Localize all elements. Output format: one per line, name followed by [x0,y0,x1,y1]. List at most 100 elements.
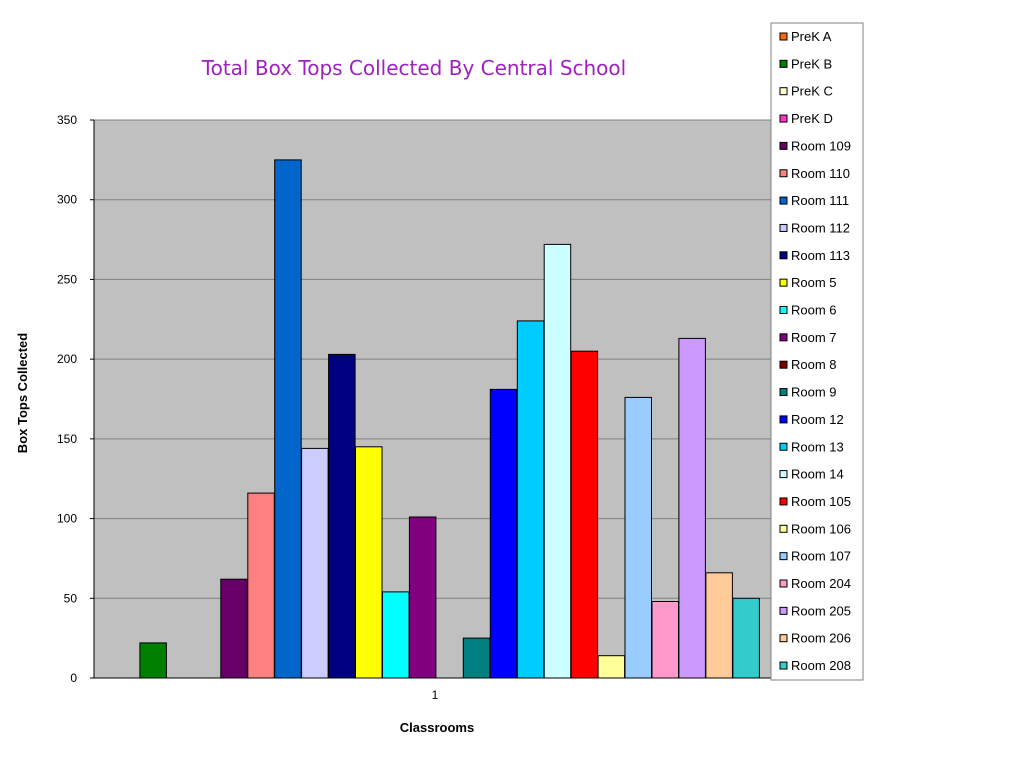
bar-room-205 [678,337,706,679]
legend-swatch [779,497,788,506]
legend-swatch [779,470,788,479]
legend-label: Room 106 [791,521,851,536]
legend-swatch [779,552,788,561]
legend-item: Room 12 [779,412,844,427]
legend-label: Room 206 [791,631,851,646]
bar-room-14 [543,243,572,679]
grid-lines [94,199,776,599]
bar-room-113 [328,353,356,679]
legend-item: Room 109 [779,138,851,153]
legend-label: Room 13 [791,439,844,454]
legend-swatch [779,333,788,342]
legend-item: Room 14 [779,467,844,482]
legend-label: Room 14 [791,467,844,482]
bar-room-112 [301,447,329,679]
legend-label: Room 105 [791,494,851,509]
legend-swatch [779,442,788,451]
legend-swatch [779,606,788,615]
bar-room-109 [220,578,248,679]
legend-label: Room 111 [791,193,849,208]
y-tick-label: 200 [57,352,77,366]
legend-swatch [779,169,788,178]
legend-item: Room 106 [779,521,851,536]
bar-room-13 [516,320,545,679]
legend-item: Room 205 [779,603,851,618]
legend-swatch [779,114,788,123]
y-tick-label: 0 [70,671,77,685]
legend-swatch [779,524,788,533]
legend-swatch [779,223,788,232]
y-tick-label: 150 [57,432,77,446]
y-tick-label: 350 [57,113,77,127]
legend-item: Room 105 [779,494,851,509]
y-axis-ticks: 0 50 100 150 200 250 300 350 [57,113,94,685]
legend-item: PreK D [779,111,833,126]
legend-item: Room 206 [779,631,851,646]
legend-item: Room 113 [779,248,850,263]
legend-item: PreK A [779,29,832,44]
legend-swatch [779,141,788,150]
legend-label: Room 9 [791,385,837,400]
legend-swatch [779,360,788,369]
bar-room-12 [489,388,518,679]
bar-room-106 [597,655,626,679]
legend-box [770,22,864,681]
legend-label: Room 8 [791,357,837,372]
bar-room-6 [382,591,410,679]
bar-room-110 [247,492,275,679]
legend-item: Room 111 [779,193,849,208]
legend: PreK A PreK B PreK C PreK D Room 109 Room 110… [779,29,851,673]
x-tick-label: 1 [432,688,439,702]
y-tick-label: 50 [64,591,78,605]
legend-swatch [779,579,788,588]
bar-room-105 [570,350,599,679]
legend-label: PreK C [791,84,833,99]
legend-item: Room 7 [779,330,837,345]
legend-item: Room 8 [779,357,837,372]
legend-swatch [779,661,788,670]
bar-room-208 [732,597,760,679]
y-tick-label: 250 [57,272,77,286]
legend-label: Room 113 [791,248,850,263]
legend-swatch [779,415,788,424]
bar-room-111 [274,159,302,679]
legend-label: Room 204 [791,576,851,591]
legend-label: PreK A [791,29,832,44]
legend-item: PreK B [779,56,832,71]
legend-label: Room 205 [791,603,851,618]
legend-swatch [779,278,788,287]
legend-label: Room 7 [791,330,837,345]
legend-label: Room 12 [791,412,844,427]
legend-label: Room 208 [791,658,851,673]
legend-item: Room 208 [779,658,851,673]
legend-item: Room 5 [779,275,837,290]
y-tick-label: 100 [57,512,77,526]
legend-label: Room 6 [791,303,837,318]
legend-label: Room 112 [791,220,850,235]
legend-swatch [779,32,788,41]
legend-swatch [779,388,788,397]
legend-label: PreK D [791,111,833,126]
legend-label: Room 107 [791,549,851,564]
y-axis-label: Box Tops Collected [15,333,30,453]
legend-item: Room 112 [779,220,850,235]
legend-item: Room 6 [779,303,837,318]
legend-swatch [779,306,788,314]
chart-title: Total Box Tops Collected By Central Scho… [201,56,626,80]
legend-label: Room 110 [791,166,850,181]
legend-swatch [779,251,788,260]
x-axis-label: Classrooms [400,720,474,735]
legend-item: Room 13 [779,439,844,454]
legend-label: Room 109 [791,138,851,153]
legend-item: Room 204 [779,576,851,591]
bar-room-204 [651,601,679,679]
legend-item: PreK C [779,84,833,99]
bar-room-107 [624,396,652,679]
legend-item: Room 107 [779,549,851,564]
legend-label: Room 5 [791,275,837,290]
legend-swatch [779,634,788,643]
legend-swatch [779,196,788,205]
legend-swatch [779,59,788,68]
legend-item: Room 9 [779,385,837,400]
